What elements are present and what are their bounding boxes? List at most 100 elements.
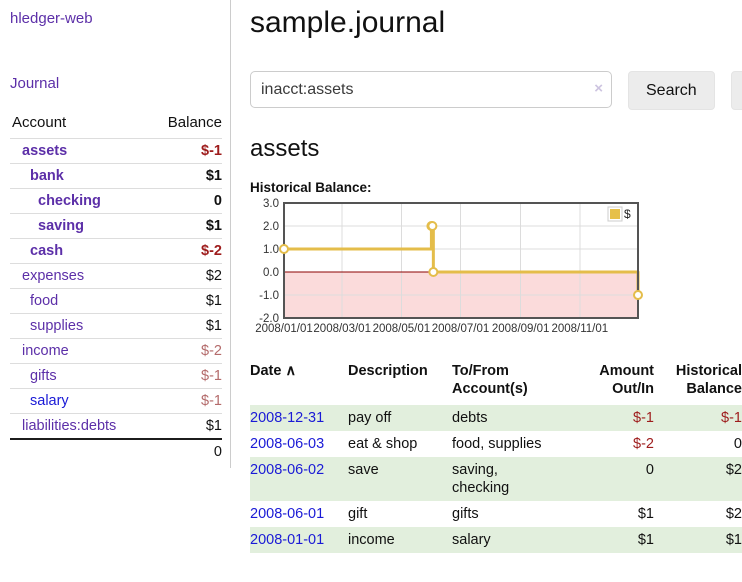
accounts-total-value: 0	[148, 438, 222, 464]
account-balance: 0	[148, 188, 222, 214]
account-balance: $1	[148, 313, 222, 339]
transaction-date-link[interactable]: 2008-01-01	[250, 532, 325, 548]
account-balance: $-1	[148, 363, 222, 389]
svg-text:2008/03/01: 2008/03/01	[313, 323, 371, 335]
account-row: bank $1	[10, 163, 222, 189]
account-row: expenses $2	[10, 263, 222, 289]
page-title: sample.journal	[250, 6, 446, 39]
svg-text:-1.0: -1.0	[259, 290, 279, 302]
account-link-assets[interactable]: assets	[22, 143, 68, 159]
register-row: 2008-12-31 pay off debts $-1 $-1	[250, 405, 742, 431]
register-row: 2008-06-03 eat & shop food, supplies $-2 0	[250, 431, 742, 457]
transaction-date-link[interactable]: 2008-06-03	[250, 436, 325, 452]
transaction-amount: $1	[637, 506, 654, 522]
account-link-bank[interactable]: bank	[30, 168, 64, 184]
transaction-date-cell: 2008-12-31	[250, 405, 348, 431]
account-heading: assets	[250, 135, 320, 162]
transaction-balance: 0	[733, 436, 742, 452]
sidebar: hledger-web Journal Account Balance asse…	[0, 0, 231, 468]
app-title-link[interactable]: hledger-web	[10, 10, 93, 27]
transaction-amount: $-1	[633, 410, 654, 426]
register-col-accounts: To/From Account(s)	[452, 363, 528, 397]
account-row: supplies $1	[10, 313, 222, 339]
account-link-gifts[interactable]: gifts	[30, 368, 57, 384]
account-balance: $1	[148, 288, 222, 314]
transaction-accounts: food, supplies	[452, 436, 542, 452]
svg-text:2008/05/01: 2008/05/01	[373, 323, 431, 335]
help-button[interactable]: ?	[730, 71, 742, 110]
account-balance: $-1	[148, 138, 222, 164]
transaction-accounts: salary	[452, 532, 491, 548]
register-col-amount: Amount Out/In	[599, 363, 654, 397]
account-link-supplies[interactable]: supplies	[30, 318, 84, 334]
svg-text:2008/11/01: 2008/11/01	[551, 323, 608, 335]
account-link-salary[interactable]: salary	[30, 393, 69, 409]
account-link-liabilities-debts[interactable]: liabilities:debts	[22, 418, 117, 434]
account-row: saving $1	[10, 213, 222, 239]
account-link-income[interactable]: income	[22, 343, 69, 359]
register-header-row: Date ∧ Description To/From Account(s) Am…	[250, 360, 742, 405]
transaction-description: save	[348, 462, 379, 478]
account-balance: $2	[148, 263, 222, 289]
transaction-balance: $2	[725, 506, 742, 522]
historical-balance-chart: $3.0 2.0 1.0 0.0 -1.0 -2.0 2008/01/01 2008/03/0…	[250, 198, 742, 344]
transaction-balance: $2	[725, 462, 742, 478]
svg-text:$: $	[624, 207, 631, 221]
transaction-accounts: debts	[452, 410, 488, 426]
transaction-date-link[interactable]: 2008-12-31	[250, 410, 325, 426]
account-row: checking 0	[10, 188, 222, 214]
account-link-food[interactable]: food	[30, 293, 59, 309]
accounts-total-row: 0	[10, 438, 222, 464]
account-row: liabilities:debts $1	[10, 413, 222, 439]
account-row: cash $-2	[10, 238, 222, 264]
transaction-description: income	[348, 532, 395, 548]
svg-text:3.0: 3.0	[263, 198, 279, 210]
svg-text:2008/01/01: 2008/01/01	[255, 323, 313, 335]
accounts-header-row: Account Balance	[10, 112, 222, 139]
transaction-date-cell: 2008-06-03	[250, 431, 348, 457]
register-table: Date ∧ Description To/From Account(s) Am…	[250, 360, 742, 553]
transaction-description: pay off	[348, 410, 392, 426]
sidebar-item-journal[interactable]: Journal	[10, 75, 60, 92]
transaction-balance: $-1	[721, 410, 742, 426]
svg-text:0.0: 0.0	[263, 267, 279, 279]
register-row: 2008-01-01 income salary $1 $1	[250, 527, 742, 553]
account-row: gifts $-1	[10, 363, 222, 389]
svg-text:2008/07/01: 2008/07/01	[432, 323, 490, 335]
account-balance: $1	[148, 163, 222, 189]
account-link-checking[interactable]: checking	[38, 193, 101, 209]
sort-asc-icon: ∧	[285, 363, 297, 379]
register-row: 2008-06-01 gift gifts $1 $2	[250, 501, 742, 527]
transaction-accounts: saving, checking	[452, 462, 510, 496]
transaction-description: eat & shop	[348, 436, 418, 452]
account-link-saving[interactable]: saving	[38, 218, 84, 234]
transaction-date-link[interactable]: 2008-06-02	[250, 462, 325, 478]
accounts-total-spacer	[10, 438, 149, 464]
account-balance: $-1	[148, 388, 222, 414]
accounts-col-account: Account	[12, 114, 67, 131]
search-button[interactable]: Search	[628, 71, 715, 110]
search-input[interactable]	[250, 71, 612, 108]
main-content: sample.journal × Search ? assets Histori…	[231, 0, 742, 582]
transaction-balance: $1	[725, 532, 742, 548]
clear-search-icon[interactable]: ×	[594, 80, 603, 97]
account-balance: $1	[148, 213, 222, 239]
svg-text:2.0: 2.0	[263, 221, 279, 233]
account-row: income $-2	[10, 338, 222, 364]
account-link-expenses[interactable]: expenses	[22, 268, 85, 284]
transaction-amount: 0	[645, 462, 654, 478]
register-col-date[interactable]: Date ∧	[250, 363, 297, 379]
transaction-date-cell: 2008-01-01	[250, 527, 348, 553]
account-link-cash[interactable]: cash	[30, 243, 64, 259]
register-row: 2008-06-02 save saving, checking 0 $2	[250, 457, 742, 501]
account-row: assets $-1	[10, 138, 222, 164]
chart-heading: Historical Balance:	[250, 180, 372, 195]
svg-text:-2.0: -2.0	[259, 313, 279, 325]
account-row: salary $-1	[10, 388, 222, 414]
transaction-date-cell: 2008-06-02	[250, 457, 348, 501]
search-bar: × Search ?	[250, 71, 742, 110]
account-balance: $-2	[148, 238, 222, 264]
transaction-date-link[interactable]: 2008-06-01	[250, 506, 325, 522]
transaction-description: gift	[348, 506, 368, 522]
